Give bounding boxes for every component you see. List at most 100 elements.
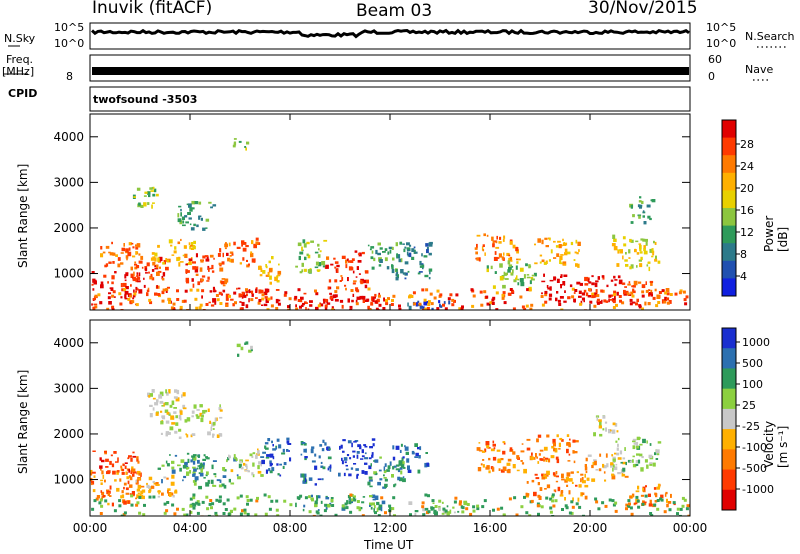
range-cell: [507, 269, 511, 273]
range-cell: [618, 282, 623, 285]
range-cell: [596, 300, 599, 304]
range-cell: [406, 458, 410, 463]
range-cell: [94, 294, 98, 298]
range-cell: [578, 505, 582, 509]
range-cell: [179, 305, 183, 309]
range-cell: [653, 487, 657, 490]
range-cell: [656, 499, 660, 502]
range-cell: [379, 456, 382, 459]
range-cell: [628, 281, 631, 284]
range-cell: [104, 264, 107, 268]
range-cell: [123, 482, 127, 486]
range-cell: [556, 291, 559, 294]
range-cell: [327, 456, 332, 460]
range-cell: [182, 464, 187, 469]
range-cell: [633, 502, 638, 505]
range-cell: [191, 242, 194, 246]
range-cell: [442, 303, 445, 307]
range-cell: [146, 262, 150, 267]
range-cell: [226, 498, 230, 502]
range-cell: [342, 439, 346, 442]
range-cell: [214, 475, 217, 478]
range-cell: [625, 290, 629, 294]
range-cell: [550, 249, 553, 254]
range-cell: [111, 241, 113, 245]
range-cell: [99, 301, 103, 305]
range-cell: [567, 296, 571, 300]
range-cell: [228, 454, 230, 459]
range-cell: [334, 261, 339, 264]
range-cell: [516, 275, 518, 280]
range-cell: [356, 500, 360, 503]
range-cell: [125, 492, 130, 495]
range-cell: [500, 506, 504, 510]
range-cell: [393, 484, 396, 488]
power-ylabel: Slant Range [km]: [16, 163, 30, 268]
range-cell: [465, 507, 469, 511]
range-cell: [488, 457, 491, 461]
range-cell: [369, 485, 373, 488]
range-cell: [276, 514, 280, 516]
range-cell: [143, 284, 146, 288]
range-cell: [197, 454, 200, 457]
range-cell: [322, 466, 326, 470]
range-cell: [631, 493, 635, 498]
range-cell: [646, 204, 651, 208]
range-cell: [606, 463, 609, 468]
range-cell: [324, 298, 328, 302]
range-cell: [208, 502, 212, 506]
range-cell: [504, 272, 508, 276]
range-cell: [507, 458, 512, 462]
range-cell: [218, 291, 222, 295]
range-cell: [341, 277, 344, 281]
range-cell: [99, 512, 103, 515]
range-cell: [453, 500, 457, 504]
range-cell: [201, 414, 204, 418]
range-cell: [633, 280, 638, 286]
x-tick-label: 20:00: [573, 521, 608, 535]
range-cell: [629, 298, 633, 302]
range-cell: [523, 495, 526, 499]
range-cell: [317, 254, 321, 258]
range-cell: [145, 272, 148, 274]
range-cell: [628, 257, 631, 259]
range-cell: [284, 291, 288, 295]
range-cell: [323, 299, 326, 304]
range-cell: [356, 296, 360, 300]
range-cell: [177, 241, 181, 245]
range-cell: [248, 263, 250, 266]
range-cell: [248, 289, 251, 294]
range-cell: [363, 444, 367, 446]
range-cell: [466, 503, 470, 506]
range-cell: [138, 511, 142, 515]
range-cell: [402, 467, 406, 469]
range-cell: [682, 290, 686, 294]
range-cell: [218, 484, 223, 488]
range-cell: [361, 251, 365, 255]
range-cell: [531, 479, 535, 483]
range-cell: [493, 447, 496, 450]
range-cell: [266, 454, 270, 457]
range-cell: [233, 138, 237, 140]
range-cell: [245, 304, 249, 309]
range-cell: [295, 304, 297, 308]
range-cell: [661, 289, 665, 293]
range-cell: [137, 277, 140, 280]
range-cell: [193, 456, 197, 461]
range-cell: [119, 478, 122, 482]
range-cell: [578, 290, 582, 294]
range-cell: [109, 485, 112, 490]
range-cell: [176, 389, 180, 395]
range-cell: [622, 457, 626, 460]
power-panel-frame: [89, 113, 691, 311]
range-cell: [559, 494, 564, 497]
range-cell: [385, 299, 388, 303]
range-cell: [357, 253, 360, 255]
range-cell: [418, 455, 421, 459]
velocity-colorbar-label: 1000: [742, 336, 770, 349]
range-cell: [614, 423, 618, 427]
range-cell: [544, 300, 548, 304]
range-cell: [100, 479, 104, 482]
range-cell: [647, 493, 651, 497]
range-cell: [119, 302, 123, 306]
